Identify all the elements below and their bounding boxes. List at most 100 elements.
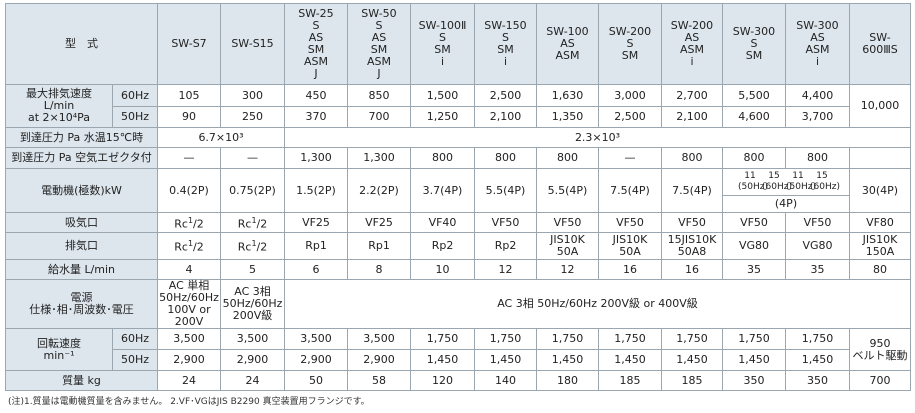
value-cell: 5,500 — [722, 84, 786, 107]
rotation-50hz-row: 50Hz 2,900 2,900 2,900 2,900 1,450 1,450… — [6, 349, 911, 371]
value-cell: 140 — [474, 370, 537, 391]
value-cell: VF25 — [347, 212, 411, 233]
value-cell: 1,750 — [536, 328, 599, 350]
sw300-motor-kw: 11 15 11 15 — [723, 171, 849, 182]
value-cell: 5 — [220, 259, 285, 280]
sw300-motor-pole: (4P) — [723, 195, 849, 210]
value-cell: VG80 — [785, 232, 850, 260]
value-cell: 1,750 — [410, 328, 475, 350]
model-header: SW-S7 — [157, 3, 221, 85]
value-cell: Rp2 — [474, 232, 537, 260]
value-cell: 2.2(2P) — [347, 168, 411, 213]
motor-kw-60hz: 15 — [768, 171, 780, 181]
value-cell: 12 — [536, 259, 599, 280]
value-cell: 58 — [347, 370, 411, 391]
water-supply-label: 給水量 L/min — [5, 259, 158, 280]
sw300-motor-cell: 11 15 11 15 (50Hz)(60Hz)(50Hz)(60Hz) (4P) — [722, 168, 850, 213]
value-cell: 1,750 — [474, 328, 537, 350]
value-cell: JIS10K 150A — [849, 232, 911, 260]
value-cell: VG80 — [722, 232, 786, 260]
value-cell: 1,450 — [410, 349, 475, 371]
outlet-label: 排気口 — [5, 232, 158, 260]
value-cell: AC 単相 50Hz/60Hz 100V or 200V — [157, 279, 221, 329]
value-cell: 0.4(2P) — [157, 168, 221, 213]
model-header: SW-100Ⅱ S SM i — [410, 3, 475, 85]
value-cell: VF50 — [785, 212, 850, 233]
ultimate-pressure-ejector-label: 到達圧力 Pa 空気エゼクタ付 — [5, 147, 158, 169]
motor-hz-label: (60Hz) — [762, 182, 792, 192]
value-cell: 7.5(4P) — [661, 168, 723, 213]
value-cell: 10,000 — [849, 84, 911, 128]
power-row: 電源 仕様･相･周波数･電圧 AC 単相 50Hz/60Hz 100V or 2… — [5, 279, 911, 329]
value-cell: 6.7×10³ — [157, 127, 285, 148]
mass-label: 質量 kg — [5, 370, 158, 391]
value-cell: 80 — [849, 259, 911, 280]
value-cell: 5.5(4P) — [536, 168, 599, 213]
value-cell: 105 — [157, 84, 221, 107]
value-cell: 1,300 — [284, 147, 348, 169]
value-cell: 3,500 — [284, 328, 348, 350]
value-cell: 4 — [157, 259, 221, 280]
value-cell: 1,450 — [661, 349, 723, 371]
rc-half-cell: Rc1/2 — [220, 212, 285, 233]
motor-kw-60hz: 15 — [816, 171, 828, 181]
value-cell: 4,600 — [722, 106, 786, 128]
value-cell: 1,750 — [785, 328, 850, 350]
inlet-label: 吸気口 — [5, 212, 158, 233]
value-cell: 24 — [220, 370, 285, 391]
footnote: (注)1.質量は電動機質量を含みません。 2.VF･VGはJIS B2290 真… — [8, 397, 370, 407]
value-cell: 700 — [849, 370, 911, 391]
value-cell: VF50 — [474, 212, 537, 233]
value-cell: VF25 — [284, 212, 348, 233]
value-cell: JIS10K 50A — [536, 232, 599, 260]
motor-hz-label: (60Hz) — [810, 182, 840, 192]
motor-row: 電動機(極数)kW 0.4(2P) 0.75(2P) 1.5(2P) 2.2(2… — [5, 168, 911, 213]
inlet-row: 吸気口 Rc1/2 Rc1/2 VF25 VF25 VF40 VF50 VF50… — [5, 212, 911, 233]
value-cell: 1,450 — [722, 349, 786, 371]
value-cell: 2,900 — [284, 349, 348, 371]
value-cell: 0.75(2P) — [220, 168, 285, 213]
value-cell: 800 — [785, 147, 850, 169]
value-cell: 90 — [157, 106, 221, 128]
value-cell: 8 — [347, 259, 411, 280]
value-cell: 1,350 — [536, 106, 599, 128]
value-cell: 450 — [284, 84, 348, 107]
value-cell: 1,500 — [410, 84, 475, 107]
ultimate-pressure-ejector-row: 到達圧力 Pa 空気エゼクタ付 — — 1,300 1,300 800 800 … — [5, 147, 911, 169]
value-cell: 24 — [157, 370, 221, 391]
hz-label: 60Hz — [112, 84, 158, 107]
value-cell: 3,000 — [598, 84, 662, 107]
model-header: SW-50 S AS SM ASM J — [347, 3, 411, 85]
rc-half-cell: Rc1/2 — [220, 232, 285, 260]
value-cell: 7.5(4P) — [598, 168, 662, 213]
rc-half-cell: Rc1/2 — [157, 212, 221, 233]
value-cell: 35 — [722, 259, 786, 280]
model-header: SW-200 AS ASM i — [661, 3, 723, 85]
value-cell: 4,400 — [785, 84, 850, 107]
value-cell: 35 — [785, 259, 850, 280]
pumping-speed-60hz-row: 最大排気速度 L/min at 2×10⁴Pa 60Hz 105 300 450… — [5, 84, 911, 128]
value-cell: 370 — [284, 106, 348, 128]
motor-kw-50hz: 11 — [744, 171, 756, 181]
value-cell: 2,500 — [474, 84, 537, 107]
value-cell: VF50 — [536, 212, 599, 233]
outlet-row: 排気口 Rc1/2 Rc1/2 Rp1 Rp1 Rp2 Rp2 JIS10K 5… — [5, 232, 911, 260]
value-cell: VF50 — [722, 212, 786, 233]
value-cell: 300 — [220, 84, 285, 107]
model-corner-header: 型 式 — [5, 3, 158, 85]
value-cell: 2,900 — [157, 349, 221, 371]
value-cell: 2,100 — [661, 106, 723, 128]
value-cell: 10 — [410, 259, 475, 280]
mass-row: 質量 kg 24 24 50 58 120 140 180 185 185 35… — [5, 370, 911, 391]
value-cell: 1,450 — [474, 349, 537, 371]
value-cell: AC 3相 50Hz/60Hz 200V級 or 400V級 — [284, 279, 911, 329]
pumping-speed-50hz-row: 50Hz 90 250 370 700 1,250 2,100 1,350 2,… — [6, 106, 911, 128]
hz-label: 50Hz — [112, 106, 158, 128]
value-cell: 1,450 — [785, 349, 850, 371]
value-cell: 2,500 — [598, 106, 662, 128]
value-cell: VF80 — [849, 212, 911, 233]
model-header: SW-300 AS ASM i — [785, 3, 850, 85]
model-header: SW-200 S SM — [598, 3, 662, 85]
value-cell: 2.3×10³ — [284, 127, 911, 148]
value-cell: Rp1 — [284, 232, 348, 260]
